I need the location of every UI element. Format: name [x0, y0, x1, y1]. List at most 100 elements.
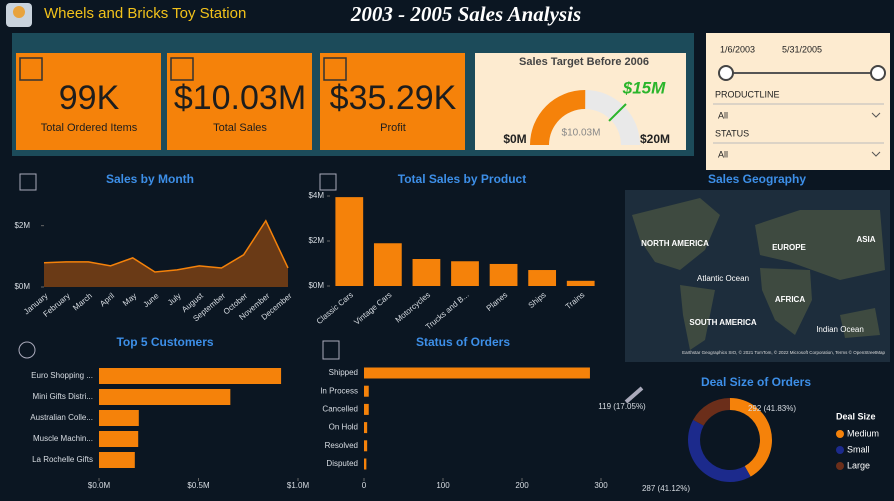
- legend-swatch: [836, 430, 844, 438]
- map-label: NORTH AMERICA: [641, 239, 709, 248]
- data-label: 292 (41.83%): [748, 404, 796, 413]
- icon: [319, 173, 337, 191]
- bar: [364, 440, 368, 452]
- x-tick-label: $0.0M: [88, 481, 111, 490]
- donut-slice: [693, 398, 730, 426]
- y-tick-label: Disputed: [326, 459, 358, 468]
- gauge-target: [608, 103, 627, 122]
- map-land: [680, 285, 715, 350]
- gauge-tick-label: $20M: [640, 132, 670, 146]
- kpi-value: 99K: [59, 79, 120, 117]
- x-tick-label: 200: [515, 481, 529, 490]
- map-label: Indian Ocean: [816, 325, 864, 334]
- bar: [373, 243, 402, 286]
- map-attribution: Earthstar Geographics SIO, © 2021 TomTom…: [682, 349, 885, 355]
- chart-title: Top 5 Customers: [116, 335, 213, 349]
- kpi-icon: [170, 57, 194, 81]
- donut-slice: [688, 419, 751, 483]
- bar: [99, 431, 139, 447]
- bar: [99, 389, 231, 405]
- icon: [624, 386, 644, 404]
- bar: [364, 367, 590, 379]
- filter-label: PRODUCTLINE: [715, 89, 780, 99]
- area-fill: [44, 220, 288, 287]
- y-tick-label: In Process: [320, 386, 358, 395]
- kpi-icon: [323, 57, 347, 81]
- y-tick-label: Resolved: [325, 441, 358, 450]
- y-tick-label: $0M: [14, 282, 30, 291]
- y-tick-label: Euro Shopping ...: [31, 371, 93, 380]
- legend-label: Large: [847, 460, 870, 470]
- donut-slice: [730, 398, 773, 477]
- chart-title: Status of Orders: [416, 335, 510, 349]
- kpi-label: Profit: [380, 122, 406, 134]
- x-tick-label: 0: [362, 481, 367, 490]
- map-labels: Sales Geography NORTH AMERICA EUROPE ASIA At…: [641, 172, 885, 355]
- kpi-value: $35.29K: [330, 79, 457, 117]
- x-tick-label: 300: [594, 481, 608, 490]
- gauge-target-label: $15M: [622, 78, 666, 97]
- chart-title: Sales Target Before 2006: [519, 56, 649, 68]
- kpi-group: 99K Total Ordered Items $10.03M Total Sales…: [16, 53, 465, 150]
- map-land: [840, 308, 880, 338]
- legend-title: Deal Size: [836, 411, 876, 421]
- legend-label: Small: [847, 444, 870, 454]
- kpi-card: [167, 53, 312, 150]
- kpi-label: Total Ordered Items: [41, 122, 138, 134]
- bar: [364, 385, 369, 397]
- x-tick-label: 100: [436, 481, 450, 490]
- gauge-fill: [530, 90, 586, 145]
- y-tick-label: La Rochelle Gifts: [32, 455, 93, 464]
- map-label: ASIA: [856, 235, 875, 244]
- bar: [451, 261, 479, 286]
- kpi-card: [16, 53, 161, 150]
- map-label: EUROPE: [772, 243, 806, 252]
- bar: [528, 270, 557, 286]
- bar: [566, 280, 595, 286]
- y-tick-label: $2M: [308, 236, 324, 245]
- bar: [412, 259, 441, 286]
- filter-fields: PRODUCTLINE All STATUS All: [713, 89, 884, 159]
- filter-label: STATUS: [715, 128, 749, 138]
- map-land: [760, 268, 812, 335]
- y-tick-label: $0M: [308, 281, 324, 290]
- x-tick-label: $0.5M: [187, 481, 210, 490]
- filter-value: All: [718, 110, 728, 120]
- bar: [99, 452, 135, 468]
- y-tick-label: On Hold: [329, 423, 358, 432]
- map-land: [755, 210, 885, 280]
- page-title: 2003 - 2005 Sales Analysis: [350, 2, 581, 26]
- date-slider-start[interactable]: [718, 65, 734, 81]
- legend-swatch: [836, 446, 844, 454]
- data-label: 119 (17.05%): [598, 402, 646, 411]
- filter-dropdown[interactable]: [871, 112, 881, 118]
- bar: [335, 197, 364, 286]
- filter-dropdown[interactable]: [871, 151, 881, 157]
- date-end: 5/31/2005: [782, 44, 822, 54]
- y-tick-label: Muscle Machin...: [33, 434, 93, 443]
- kpi-icon: [19, 57, 43, 81]
- icon: [19, 173, 37, 191]
- y-tick-label: $2M: [14, 221, 30, 230]
- chart-title: Total Sales by Product: [398, 172, 526, 186]
- map-title: Sales Geography: [708, 172, 806, 186]
- legend-swatch: [836, 462, 844, 470]
- data-label: 287 (41.12%): [642, 484, 690, 493]
- chart-title: Sales by Month: [106, 172, 194, 186]
- map-label: SOUTH AMERICA: [689, 318, 756, 327]
- y-tick-label: Australian Colle...: [30, 413, 93, 422]
- y-tick-label: Shipped: [329, 368, 358, 377]
- bar: [364, 403, 369, 415]
- icon: [18, 341, 36, 359]
- y-tick-label: $4M: [308, 191, 324, 200]
- gauge-value-label: $10.03M: [562, 128, 601, 139]
- logo-icon: [13, 6, 25, 18]
- brand: Wheels and Bricks Toy Station: [44, 5, 246, 22]
- bar: [99, 368, 282, 384]
- date-start: 1/6/2003: [720, 44, 755, 54]
- bar: [364, 422, 368, 434]
- kpi-card: [320, 53, 465, 150]
- filter-panel: [706, 33, 890, 170]
- date-slider-end[interactable]: [870, 65, 886, 81]
